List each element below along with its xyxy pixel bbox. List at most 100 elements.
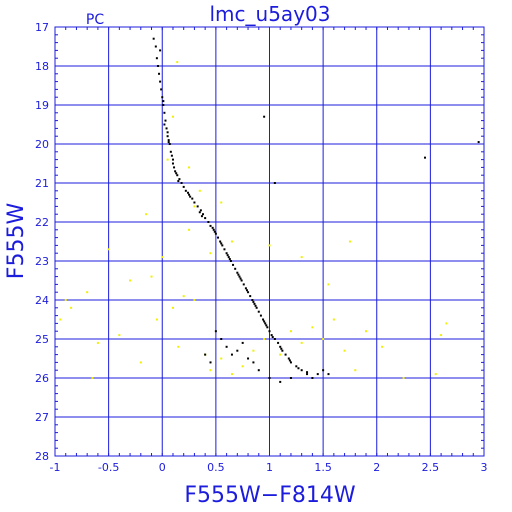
- data-point-yellow: [434, 373, 437, 376]
- data-point-black: [162, 104, 165, 106]
- data-point-yellow: [96, 341, 99, 344]
- data-point-black: [284, 353, 287, 356]
- data-point-yellow: [365, 330, 368, 333]
- data-point-yellow: [107, 248, 110, 251]
- data-point-black: [289, 361, 292, 364]
- data-point-black: [198, 211, 201, 214]
- data-point-black: [168, 143, 171, 145]
- data-point-black: [239, 277, 242, 280]
- data-point-yellow: [268, 244, 271, 247]
- data-point-yellow: [139, 361, 142, 364]
- data-point-black: [311, 377, 314, 379]
- data-point-black: [177, 180, 180, 183]
- data-point-black: [244, 287, 247, 290]
- data-point-black: [204, 217, 207, 220]
- data-point-black: [273, 182, 276, 184]
- data-point-black: [230, 353, 233, 356]
- x-tick-label: -0.5: [98, 461, 119, 474]
- data-point-black: [277, 341, 280, 344]
- data-point-black: [173, 166, 176, 169]
- data-point-black: [159, 80, 162, 83]
- y-tick-labels: 17 18 19 20 21 22 23 24 25 26 27 28: [35, 21, 49, 463]
- data-point-yellow: [322, 338, 325, 340]
- x-axis-label: F555W−F814W: [184, 483, 355, 508]
- data-point-black: [297, 367, 300, 370]
- data-point-black: [287, 357, 290, 360]
- data-point-black: [182, 185, 185, 188]
- data-point-black: [188, 193, 191, 196]
- data-point-black: [225, 345, 228, 348]
- data-point-yellow: [171, 115, 174, 118]
- data-point-black: [279, 345, 282, 348]
- data-point-black: [171, 162, 174, 165]
- y-tick-label: 23: [35, 255, 49, 268]
- data-point-black: [220, 242, 223, 245]
- data-point-black: [167, 141, 170, 144]
- data-point-black: [255, 306, 258, 309]
- data-point-black: [252, 300, 255, 303]
- data-point-black: [240, 279, 243, 282]
- data-point-black: [257, 369, 260, 372]
- y-tick-label: 27: [35, 411, 49, 424]
- data-point-black: [221, 244, 224, 247]
- data-point-black: [175, 172, 178, 175]
- data-point-black: [209, 224, 212, 227]
- data-point-black: [270, 334, 273, 337]
- data-point-yellow: [177, 345, 180, 348]
- data-point-black: [279, 380, 282, 383]
- data-point-yellow: [198, 189, 201, 192]
- data-point-black: [249, 295, 252, 298]
- data-point-yellow: [230, 373, 233, 376]
- data-point-black: [223, 248, 226, 251]
- data-point-black: [167, 139, 170, 142]
- data-point-yellow: [193, 299, 196, 301]
- y-axis-label: F555W: [4, 203, 29, 280]
- data-point-black: [159, 49, 162, 52]
- data-point-black: [238, 275, 241, 278]
- data-point-black: [327, 373, 330, 376]
- chart-title: lmc_u5ay03: [210, 2, 331, 26]
- data-point-black: [171, 158, 174, 161]
- data-point-black: [189, 195, 192, 198]
- data-point-black: [242, 283, 245, 286]
- data-point-black: [306, 371, 309, 374]
- data-point-yellow: [348, 240, 351, 243]
- data-point-black: [162, 100, 165, 103]
- data-point-yellow: [150, 275, 153, 278]
- data-point-black: [154, 45, 157, 48]
- data-point-yellow: [220, 201, 223, 204]
- data-point-black: [265, 324, 268, 327]
- data-point-black: [229, 260, 232, 262]
- data-point-black: [174, 170, 177, 173]
- x-tick-label: 1: [266, 461, 273, 474]
- y-tick-label: 17: [35, 21, 49, 34]
- data-point-black: [200, 215, 203, 218]
- data-point-black: [155, 57, 158, 60]
- data-point-black: [191, 197, 194, 200]
- data-point-black: [170, 154, 173, 157]
- data-point-yellow: [311, 326, 314, 329]
- data-point-black: [207, 221, 210, 223]
- data-point-black: [281, 349, 284, 352]
- x-tick-label: 3: [481, 461, 488, 474]
- data-point-black: [263, 320, 266, 323]
- y-tick-label: 18: [35, 60, 49, 73]
- data-point-black: [268, 377, 271, 379]
- data-point-black: [280, 347, 283, 350]
- data-point-yellow: [171, 306, 174, 309]
- data-point-yellow: [86, 291, 89, 294]
- data-point-black: [232, 263, 235, 266]
- data-point-black: [424, 156, 427, 159]
- data-point-black: [300, 369, 303, 372]
- data-point-black: [226, 254, 229, 257]
- data-point-black: [225, 252, 228, 255]
- data-point-black: [264, 322, 267, 325]
- data-point-yellow: [440, 334, 443, 337]
- data-point-black: [322, 369, 325, 372]
- data-point-black: [214, 232, 217, 235]
- data-point-yellow: [155, 318, 158, 321]
- data-point-yellow: [300, 256, 303, 259]
- data-point-black: [262, 318, 265, 321]
- x-tick-label: 0.5: [207, 461, 225, 474]
